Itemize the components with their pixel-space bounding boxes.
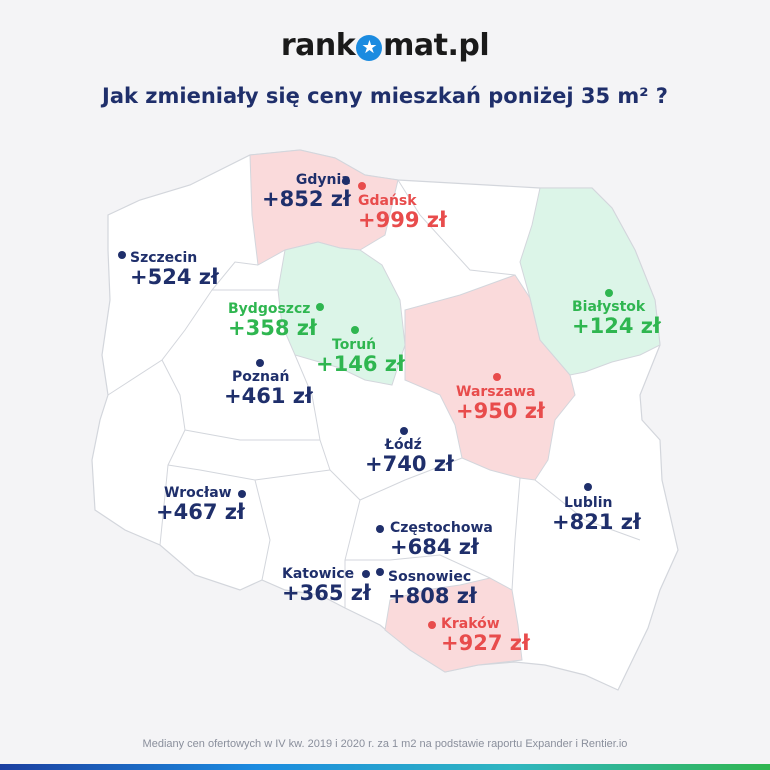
city-marker-bydgoszcz[interactable]: [316, 303, 324, 311]
page-title: Jak zmieniały się ceny mieszkań poniżej …: [102, 84, 668, 108]
region-kujawsko-pomorskie: [277, 241, 406, 386]
city-label-bialystok: Białystok +124 zł: [572, 300, 661, 337]
city-price: +146 zł: [316, 351, 405, 376]
city-marker-gdynia[interactable]: [342, 177, 350, 185]
city-price: +950 zł: [456, 398, 545, 423]
city-price: +740 zł: [365, 451, 454, 476]
city-name: Szczecin: [130, 250, 198, 266]
brand-name-right: mat.pl: [383, 28, 490, 63]
city-label-gdynia: Gdynia +852 zł: [262, 173, 351, 210]
city-marker-lodz[interactable]: [400, 427, 408, 435]
city-marker-lublin[interactable]: [584, 483, 592, 491]
city-marker-szczecin[interactable]: [118, 251, 126, 259]
city-label-torun: Toruń +146 zł: [316, 338, 405, 375]
city-marker-gdansk[interactable]: [358, 182, 366, 190]
city-name: Lublin: [564, 495, 613, 511]
region-mazowieckie: [404, 274, 576, 481]
star-icon: ★: [356, 35, 383, 61]
city-marker-wroclaw[interactable]: [238, 490, 246, 498]
city-price: +124 zł: [572, 313, 661, 338]
region-malopolskie: [384, 577, 523, 673]
brand-logo: rank ★ mat.pl: [0, 28, 770, 63]
city-label-katowice: Katowice +365 zł: [282, 567, 371, 604]
city-price: +365 zł: [282, 580, 371, 605]
city-price: +821 zł: [552, 509, 641, 534]
bottom-gradient-bar: [0, 764, 770, 770]
city-price: +999 zł: [358, 207, 447, 232]
region-borders: [107, 179, 641, 608]
city-name: Katowice: [282, 566, 355, 582]
city-price: +467 zł: [156, 499, 245, 524]
brand-name-left: rank: [280, 28, 356, 63]
city-label-poznan: Poznań +461 zł: [224, 370, 313, 407]
city-name: Gdańsk: [358, 193, 417, 209]
city-label-lublin: Lublin +821 zł: [552, 496, 641, 533]
city-name: Częstochowa: [390, 520, 493, 536]
city-name: Poznań: [232, 369, 290, 385]
city-marker-krakow[interactable]: [428, 621, 436, 629]
city-marker-poznan[interactable]: [256, 359, 264, 367]
city-label-szczecin: Szczecin +524 zł: [130, 251, 219, 288]
city-name: Warszawa: [456, 384, 536, 400]
city-marker-bialystok[interactable]: [605, 289, 613, 297]
city-price: +927 zł: [441, 630, 530, 655]
city-price: +684 zł: [390, 534, 479, 559]
city-price: +358 zł: [228, 315, 317, 340]
city-marker-warszawa[interactable]: [493, 373, 501, 381]
city-marker-katowice[interactable]: [362, 570, 370, 578]
city-label-wroclaw: Wrocław +467 zł: [156, 486, 245, 523]
city-name: Sosnowiec: [388, 569, 472, 585]
city-marker-sosnowiec[interactable]: [376, 568, 384, 576]
city-label-sosnowiec: Sosnowiec +808 zł: [388, 570, 477, 607]
city-label-lodz: Łódź +740 zł: [365, 438, 454, 475]
city-marker-torun[interactable]: [351, 326, 359, 334]
city-price: +852 zł: [262, 186, 351, 211]
city-name: Toruń: [332, 337, 377, 353]
city-price: +461 zł: [224, 383, 313, 408]
city-label-czestochowa: Częstochowa +684 zł: [390, 521, 493, 558]
city-name: Kraków: [441, 616, 500, 632]
city-label-krakow: Kraków +927 zł: [441, 617, 530, 654]
city-name: Łódź: [385, 437, 422, 453]
city-price: +524 zł: [130, 264, 219, 289]
city-name: Wrocław: [164, 485, 232, 501]
city-label-warszawa: Warszawa +950 zł: [456, 385, 545, 422]
region-podlaskie: [519, 187, 661, 376]
city-name: Białystok: [572, 299, 646, 315]
city-name: Gdynia: [295, 172, 351, 188]
source-footnote: Mediany cen ofertowych w IV kw. 2019 i 2…: [142, 738, 628, 750]
city-name: Bydgoszcz: [228, 301, 311, 317]
city-label-gdansk: Gdańsk +999 zł: [358, 194, 447, 231]
city-label-bydgoszcz: Bydgoszcz +358 zł: [228, 302, 317, 339]
city-marker-czestochowa[interactable]: [376, 525, 384, 533]
city-price: +808 zł: [388, 583, 477, 608]
